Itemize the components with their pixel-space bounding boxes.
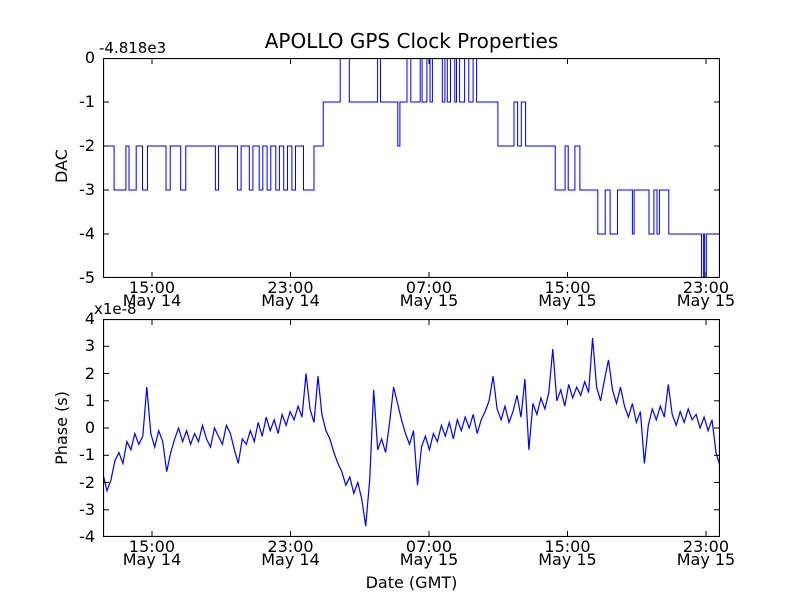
x-tick-time-label: 07:00	[405, 537, 453, 556]
dac-step-plot-canvas	[103, 58, 720, 278]
y-tick-label: -4	[79, 224, 95, 243]
x-tick-time-label: 07:00	[405, 278, 453, 297]
x-axis-label: Date (GMT)	[365, 573, 458, 592]
y-tick-label: -5	[79, 268, 95, 287]
y-tick-label: -3	[79, 180, 95, 199]
x-tick-time-label: 23:00	[682, 537, 730, 556]
x-tick-date-label: May 15	[538, 291, 597, 310]
dac-axis-offset-text: -4.818e3	[99, 39, 167, 57]
x-tick-date-label: May 15	[538, 550, 597, 569]
y-tick-label: 0	[84, 48, 95, 67]
y-tick-label: 2	[84, 363, 95, 383]
phase-line-plot-canvas	[103, 319, 720, 537]
x-tick-time-label: 23:00	[682, 278, 730, 297]
x-tick-date-label: May 15	[676, 291, 736, 310]
y-tick-label: 4	[84, 309, 95, 328]
x-tick-time-label: 15:00	[128, 537, 176, 556]
phase-axis-scale-text: x1e-8	[94, 300, 137, 318]
x-tick-date-label: May 15	[399, 550, 459, 569]
x-tick-time-label: 23:00	[267, 278, 314, 297]
dac-y-axis-label: DAC	[52, 149, 71, 183]
x-tick-date-label: May 14	[261, 291, 320, 310]
x-tick-date-label: May 15	[676, 550, 736, 569]
y-tick-label: -4	[79, 527, 95, 546]
x-tick-time-label: 15:00	[544, 537, 591, 556]
y-tick-label: 3	[84, 336, 95, 356]
x-tick-time-label: 23:00	[267, 537, 314, 556]
x-tick-date-label: May 14	[122, 550, 182, 569]
x-tick-time-label: 15:00	[128, 278, 176, 297]
x-tick-time-label: 15:00	[544, 278, 591, 297]
y-tick-label: -2	[79, 472, 95, 492]
phase-y-axis-label: Phase (s)	[52, 391, 71, 465]
y-tick-label: -3	[79, 499, 95, 519]
x-tick-date-label: May 15	[399, 291, 459, 310]
x-tick-date-label: May 14	[261, 550, 320, 569]
y-tick-label: -1	[79, 92, 95, 111]
chart-title: APOLLO GPS Clock Properties	[264, 29, 559, 53]
